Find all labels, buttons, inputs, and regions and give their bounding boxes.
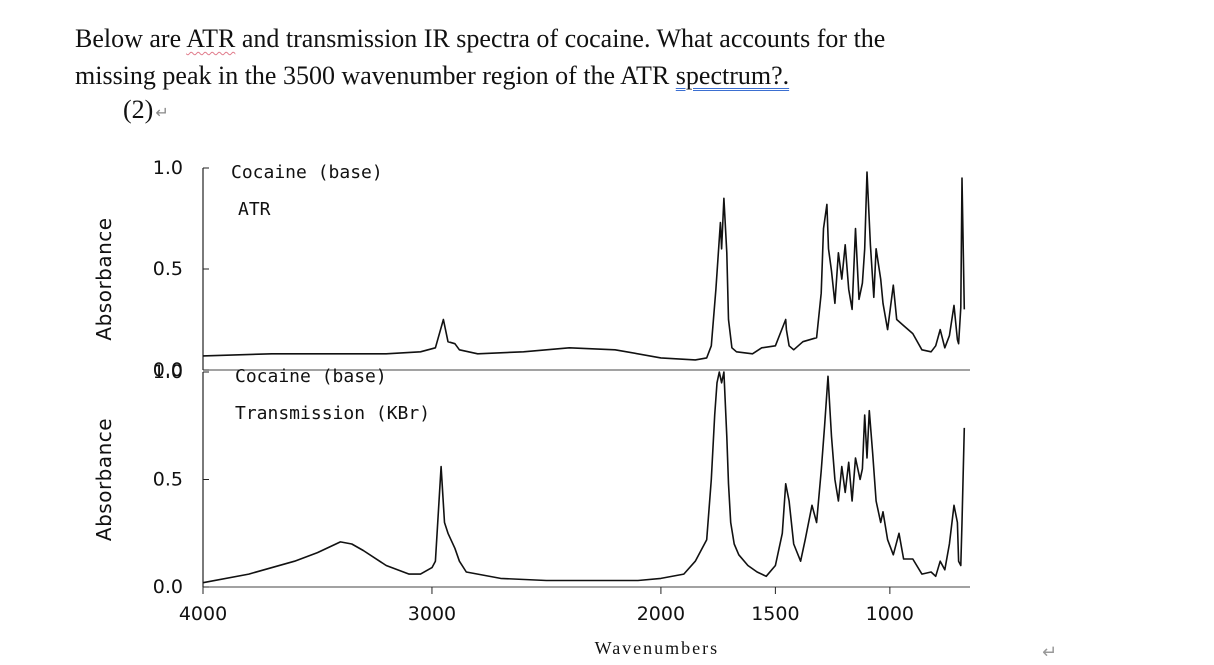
paragraph-mark-icon: ↵ [1042, 642, 1058, 663]
question-text-segment: and transmission IR spectra of cocaine. … [235, 24, 886, 53]
spectrum-annotation: Cocaine (base) [231, 162, 383, 183]
y-tick-label: 1.0 [153, 361, 183, 383]
y-tick-label: 0.5 [153, 258, 183, 280]
y-axis-label: Absorbance [92, 418, 116, 541]
chart-labels: 0.0 0.5 1.0 Absorbance Cocaine (base) ATR 0.0 0… [92, 157, 914, 658]
spectrum-annotation: Transmission (KBr) [235, 403, 430, 424]
chart-series [202, 171, 966, 584]
y-tick-label: 1.0 [153, 157, 183, 179]
x-tick-label: 1000 [866, 603, 914, 625]
y-tick-label: 0.5 [153, 469, 183, 491]
question-text: Below are ATR and transmission IR spectr… [75, 20, 975, 94]
question-line-2: missing peak in the 3500 wavenumber regi… [75, 57, 975, 94]
spectrum-word-grammar-flag[interactable]: spectrum?. [675, 61, 790, 90]
question-text-segment: Below are [75, 24, 187, 53]
spectrum-annotation: ATR [238, 199, 271, 220]
atr-word-spellcheck[interactable]: ATR [186, 24, 236, 53]
x-tick-label: 3000 [408, 603, 456, 625]
spectrum-annotation: Cocaine (base) [235, 366, 387, 387]
x-axis-label: Wavenumbers [595, 638, 720, 658]
marks-value: (2) [123, 95, 154, 124]
spectrum-line [202, 171, 966, 361]
question-text-segment: missing peak in the 3500 wavenumber regi… [75, 61, 676, 90]
paragraph-mark-icon: ↵ [155, 103, 169, 122]
x-tick-label: 1500 [751, 603, 799, 625]
x-tick-label: 4000 [179, 603, 227, 625]
y-axis-label: Absorbance [92, 217, 116, 340]
question-line-1: Below are ATR and transmission IR spectr… [75, 20, 975, 57]
chart-axes [202, 167, 970, 594]
spectrum-line [202, 371, 966, 584]
y-tick-label: 0.0 [153, 576, 183, 598]
x-tick-label: 2000 [637, 603, 685, 625]
y-tick-label: 0.0 [153, 359, 183, 381]
marks-label: (2) ↵ [123, 95, 169, 125]
